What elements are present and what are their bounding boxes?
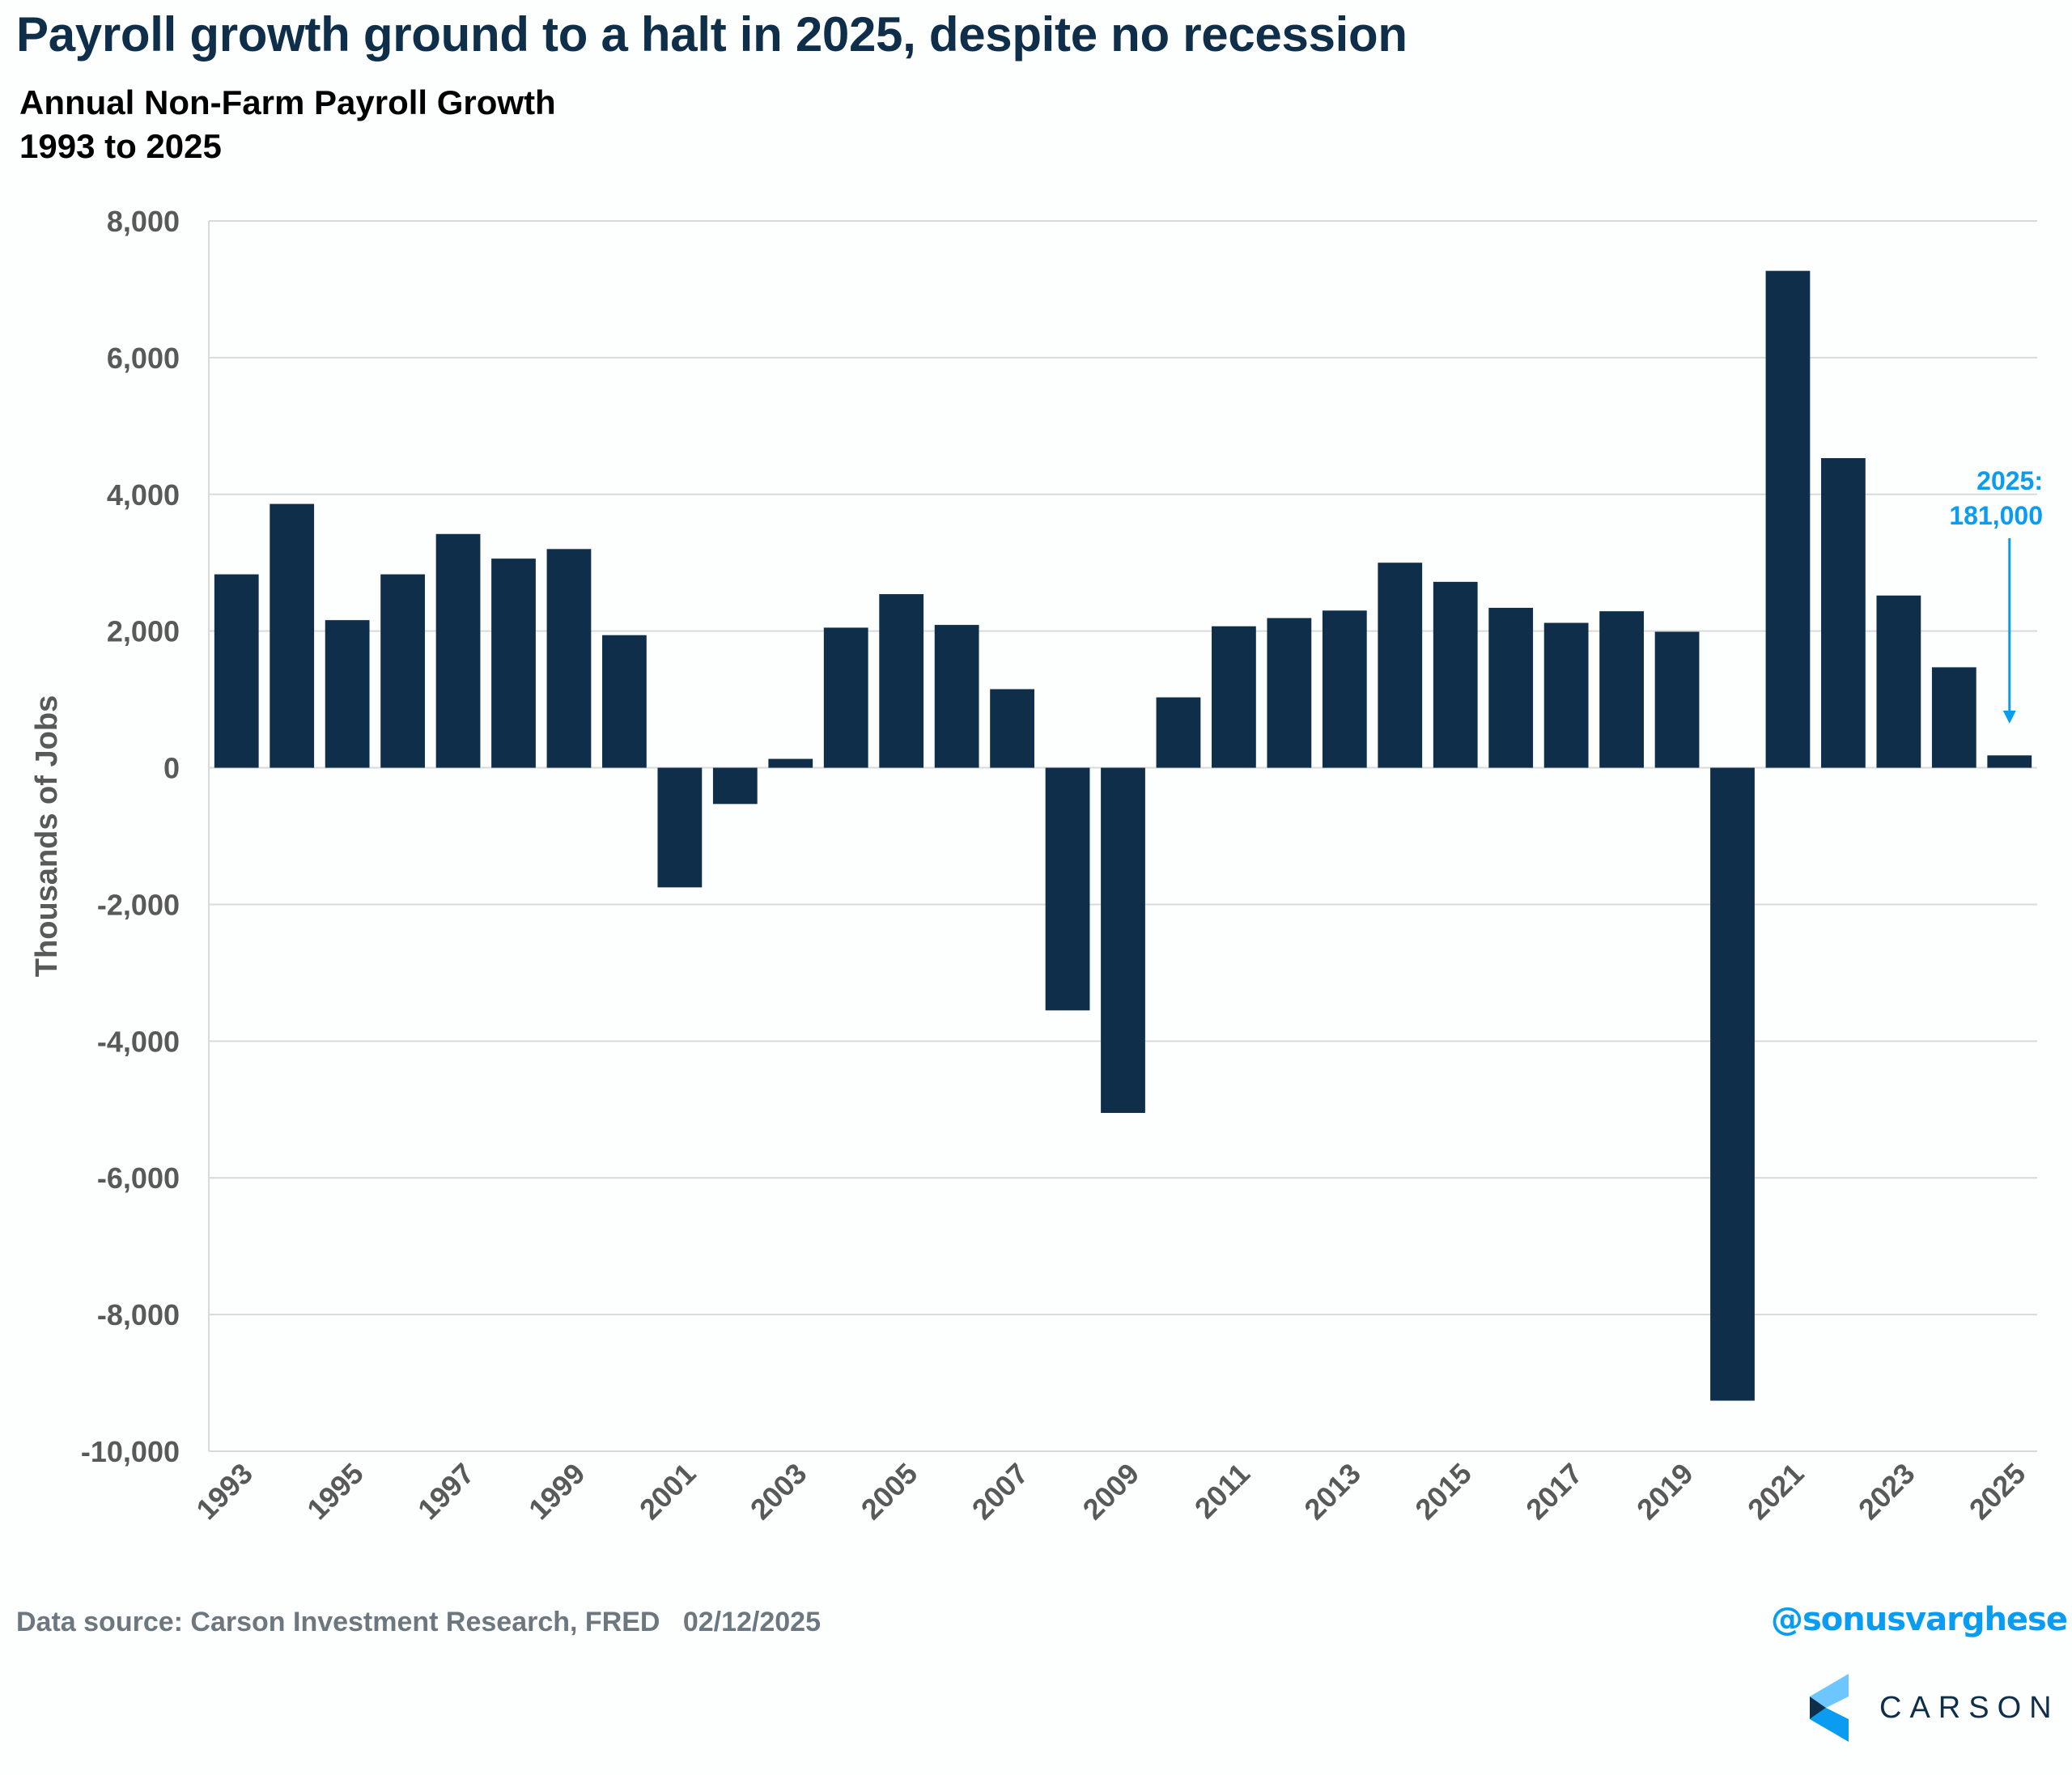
bars	[214, 270, 2032, 1401]
bar-2013	[1322, 610, 1367, 768]
y-tick-label: -4,000	[97, 1025, 180, 1058]
x-tick-label: 1995	[300, 1457, 370, 1527]
bar-1996	[380, 574, 425, 768]
bar-2017	[1543, 622, 1589, 768]
bar-chart: 8,000 6,000 4,000 2,000 0 -2,000 -4,000 -6,000 -…	[30, 205, 2043, 1527]
carson-logo: CARSON	[1810, 1674, 2060, 1742]
y-tick-label: 4,000	[107, 478, 180, 512]
bar-1999	[546, 549, 592, 768]
x-tick-label: 2025	[1963, 1457, 2032, 1527]
bar-1998	[491, 558, 536, 768]
annotation-label-line-1: 2025:	[1976, 466, 2043, 495]
carson-logo-text: CARSON	[1879, 1690, 2060, 1725]
x-tick-label: 2003	[744, 1457, 813, 1527]
x-tick-label: 1999	[522, 1457, 592, 1527]
carson-logo-icon	[1810, 1674, 1849, 1742]
x-tick-label: 2023	[1852, 1457, 1921, 1527]
data-source-note: Data source: Carson Investment Research,…	[16, 1607, 821, 1637]
y-tick-label: -6,000	[97, 1161, 180, 1195]
x-tick-label: 2001	[633, 1457, 703, 1527]
bar-2010	[1156, 697, 1201, 768]
bar-2022	[1821, 458, 1866, 768]
x-tick-label: 1993	[189, 1457, 259, 1527]
x-axis-ticks: 1993 1995 1997 1999 2001 2003 2005 2007 2009 2011…	[189, 1457, 2032, 1527]
bar-2016	[1488, 607, 1534, 768]
bar-2020	[1710, 767, 1755, 1401]
bar-2009	[1101, 767, 1145, 1113]
bar-2012	[1267, 618, 1312, 768]
annotation-arrow-head	[2002, 711, 2016, 724]
bar-2014	[1378, 563, 1423, 768]
x-tick-label: 2015	[1408, 1457, 1478, 1527]
bar-1997	[435, 533, 481, 768]
x-tick-label: 2005	[855, 1457, 924, 1527]
chart-title: Payroll growth ground to a halt in 2025,…	[16, 7, 1408, 62]
x-tick-label: 2013	[1297, 1457, 1367, 1527]
bar-2011	[1212, 626, 1256, 768]
subtitle-line-2: 1993 to 2025	[19, 127, 222, 165]
y-tick-label: 8,000	[107, 205, 180, 238]
bar-2024	[1931, 667, 1976, 768]
x-tick-label: 2021	[1741, 1457, 1811, 1527]
bar-2000	[602, 635, 647, 768]
author-handle[interactable]: @sonusvarghese	[1770, 1601, 2068, 1638]
bar-2002	[712, 767, 758, 805]
x-tick-label: 2011	[1188, 1457, 1256, 1525]
bar-2019	[1654, 631, 1700, 768]
bar-1994	[270, 503, 315, 768]
x-tick-label: 2009	[1076, 1457, 1146, 1527]
bar-2001	[657, 767, 703, 888]
bar-2025	[1987, 755, 2032, 768]
x-tick-label: 2019	[1630, 1457, 1700, 1527]
y-tick-label: 2,000	[107, 615, 180, 648]
bar-2021	[1765, 270, 1811, 768]
y-tick-label: -8,000	[97, 1298, 180, 1331]
bar-2023	[1876, 595, 1921, 768]
y-axis-title: Thousands of Jobs	[30, 695, 64, 977]
bar-2018	[1599, 611, 1644, 768]
y-tick-label: -2,000	[97, 888, 180, 921]
bar-1993	[214, 574, 259, 768]
chart-subtitle: Annual Non-Farm Payroll Growth 1993 to 2…	[19, 81, 556, 168]
y-axis-ticks: 8,000 6,000 4,000 2,000 0 -2,000 -4,000 -6,000 -…	[81, 205, 180, 1468]
annotation-label-line-2: 181,000	[1949, 501, 2043, 530]
y-tick-label: -10,000	[81, 1435, 180, 1468]
subtitle-line-1: Annual Non-Farm Payroll Growth	[19, 83, 556, 121]
bar-2003	[768, 758, 813, 768]
bar-2004	[823, 627, 868, 768]
y-tick-label: 0	[163, 752, 180, 785]
x-tick-label: 1997	[411, 1457, 481, 1527]
x-tick-label: 2007	[966, 1457, 1035, 1527]
y-tick-label: 6,000	[107, 342, 180, 375]
bar-2006	[934, 625, 979, 768]
bar-2015	[1433, 581, 1478, 768]
bar-1995	[325, 620, 370, 768]
bar-2005	[879, 594, 924, 768]
bar-2007	[990, 689, 1034, 768]
x-tick-label: 2017	[1519, 1457, 1589, 1527]
annotation-2025: 2025: 181,000	[1949, 466, 2043, 724]
bar-2008	[1045, 767, 1090, 1011]
